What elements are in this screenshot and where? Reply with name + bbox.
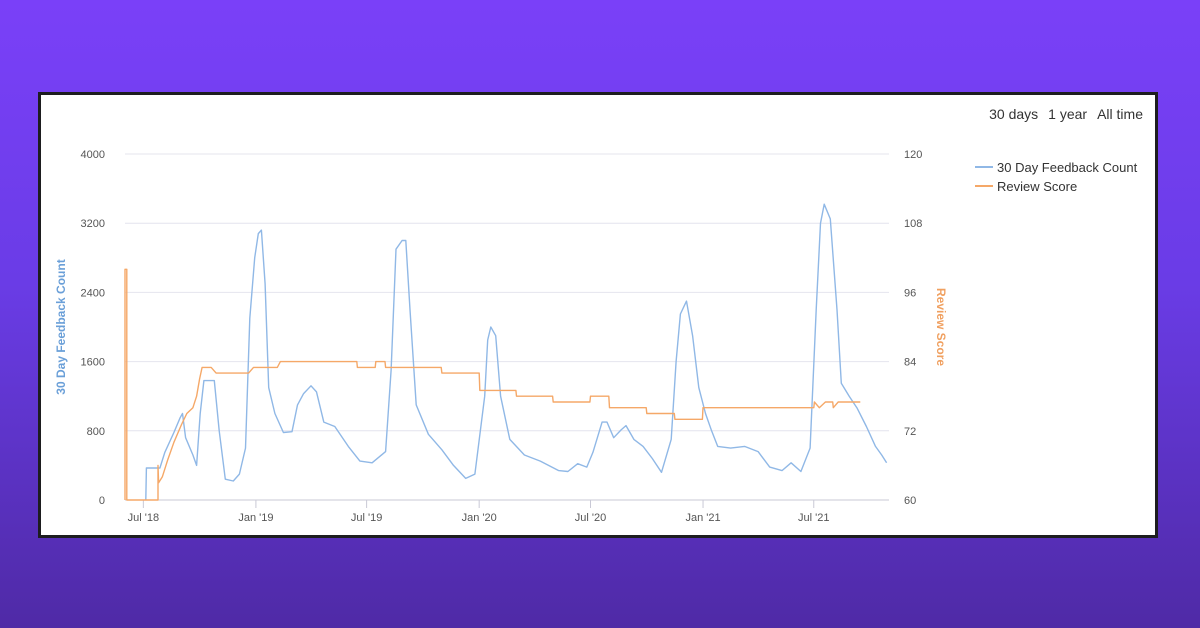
legend-label-feedback-count: 30 Day Feedback Count xyxy=(997,160,1138,175)
y-right-tick-label: 84 xyxy=(904,357,916,369)
series-line-feedback-count xyxy=(145,203,888,501)
y-right-axis-title: Review Score xyxy=(934,288,948,366)
y-right-tick-label: 120 xyxy=(904,149,922,161)
chart-card: 30 days 1 year All time 0 800 1600 2400 3200… xyxy=(38,92,1158,538)
y-right-tick-label: 72 xyxy=(904,426,916,438)
range-1-year-button[interactable]: 1 year xyxy=(1048,106,1088,122)
legend-label-review-score: Review Score xyxy=(997,179,1077,194)
x-tick-label: Jul '20 xyxy=(575,512,606,524)
x-tick-label: Jul '21 xyxy=(798,512,829,524)
y-left-tick-label: 0 xyxy=(99,495,105,507)
x-tick-label: Jul '18 xyxy=(128,512,159,524)
chart-area: 0 800 1600 2400 3200 4000 60 72 84 96 108 120 Jul '1… xyxy=(54,149,1138,524)
range-selector: 30 days 1 year All time xyxy=(989,106,1143,122)
y-left-tick-label: 3200 xyxy=(81,218,105,230)
y-left-tick-label: 1600 xyxy=(81,357,105,369)
x-tick-label: Jan '20 xyxy=(462,512,497,524)
range-all-time-button[interactable]: All time xyxy=(1097,106,1143,122)
series-line-review-score xyxy=(124,268,861,501)
x-tick-label: Jul '19 xyxy=(351,512,382,524)
range-30-days-button[interactable]: 30 days xyxy=(989,106,1039,122)
y-left-tick-label: 4000 xyxy=(81,149,105,161)
y-left-axis-title: 30 Day Feedback Count xyxy=(54,259,68,394)
y-left-tick-label: 800 xyxy=(87,426,105,438)
x-tick-label: Jan '21 xyxy=(685,512,720,524)
y-left-tick-label: 2400 xyxy=(81,287,105,299)
x-tick-label: Jan '19 xyxy=(238,512,273,524)
y-right-tick-label: 96 xyxy=(904,287,916,299)
y-right-tick-label: 108 xyxy=(904,218,922,230)
y-right-tick-label: 60 xyxy=(904,495,916,507)
